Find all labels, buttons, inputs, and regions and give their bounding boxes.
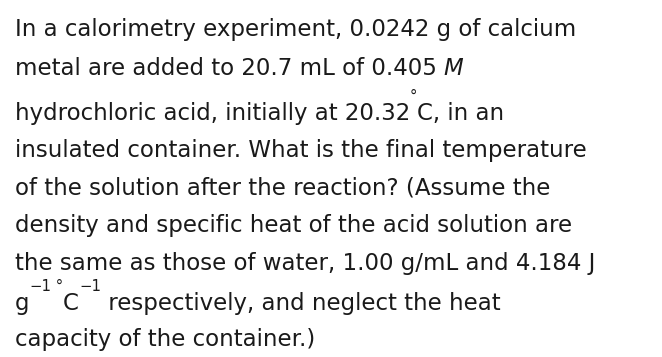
Text: density and specific heat of the acid solution are: density and specific heat of the acid so… [15,214,572,237]
Text: insulated container. What is the final temperature: insulated container. What is the final t… [15,139,587,162]
Text: C: C [63,292,79,315]
Text: °: ° [410,89,417,104]
Text: −1: −1 [29,279,51,294]
Text: −1: −1 [79,279,101,294]
Text: C, in an: C, in an [417,102,504,125]
Text: g: g [15,292,29,315]
Text: the same as those of water, 1.00 g/mL and 4.184 J: the same as those of water, 1.00 g/mL an… [15,252,595,275]
Text: hydrochloric acid, initially at 20.32: hydrochloric acid, initially at 20.32 [15,102,410,125]
Text: M: M [444,57,463,80]
Text: metal are added to 20.7 mL of 0.405: metal are added to 20.7 mL of 0.405 [15,57,444,80]
Text: °: ° [51,279,63,294]
Text: In a calorimetry experiment, 0.0242 g of calcium: In a calorimetry experiment, 0.0242 g of… [15,18,576,41]
Text: of the solution after the reaction? (Assume the: of the solution after the reaction? (Ass… [15,177,550,200]
Text: capacity of the container.): capacity of the container.) [15,328,315,351]
Text: respectively, and neglect the heat: respectively, and neglect the heat [101,292,500,315]
